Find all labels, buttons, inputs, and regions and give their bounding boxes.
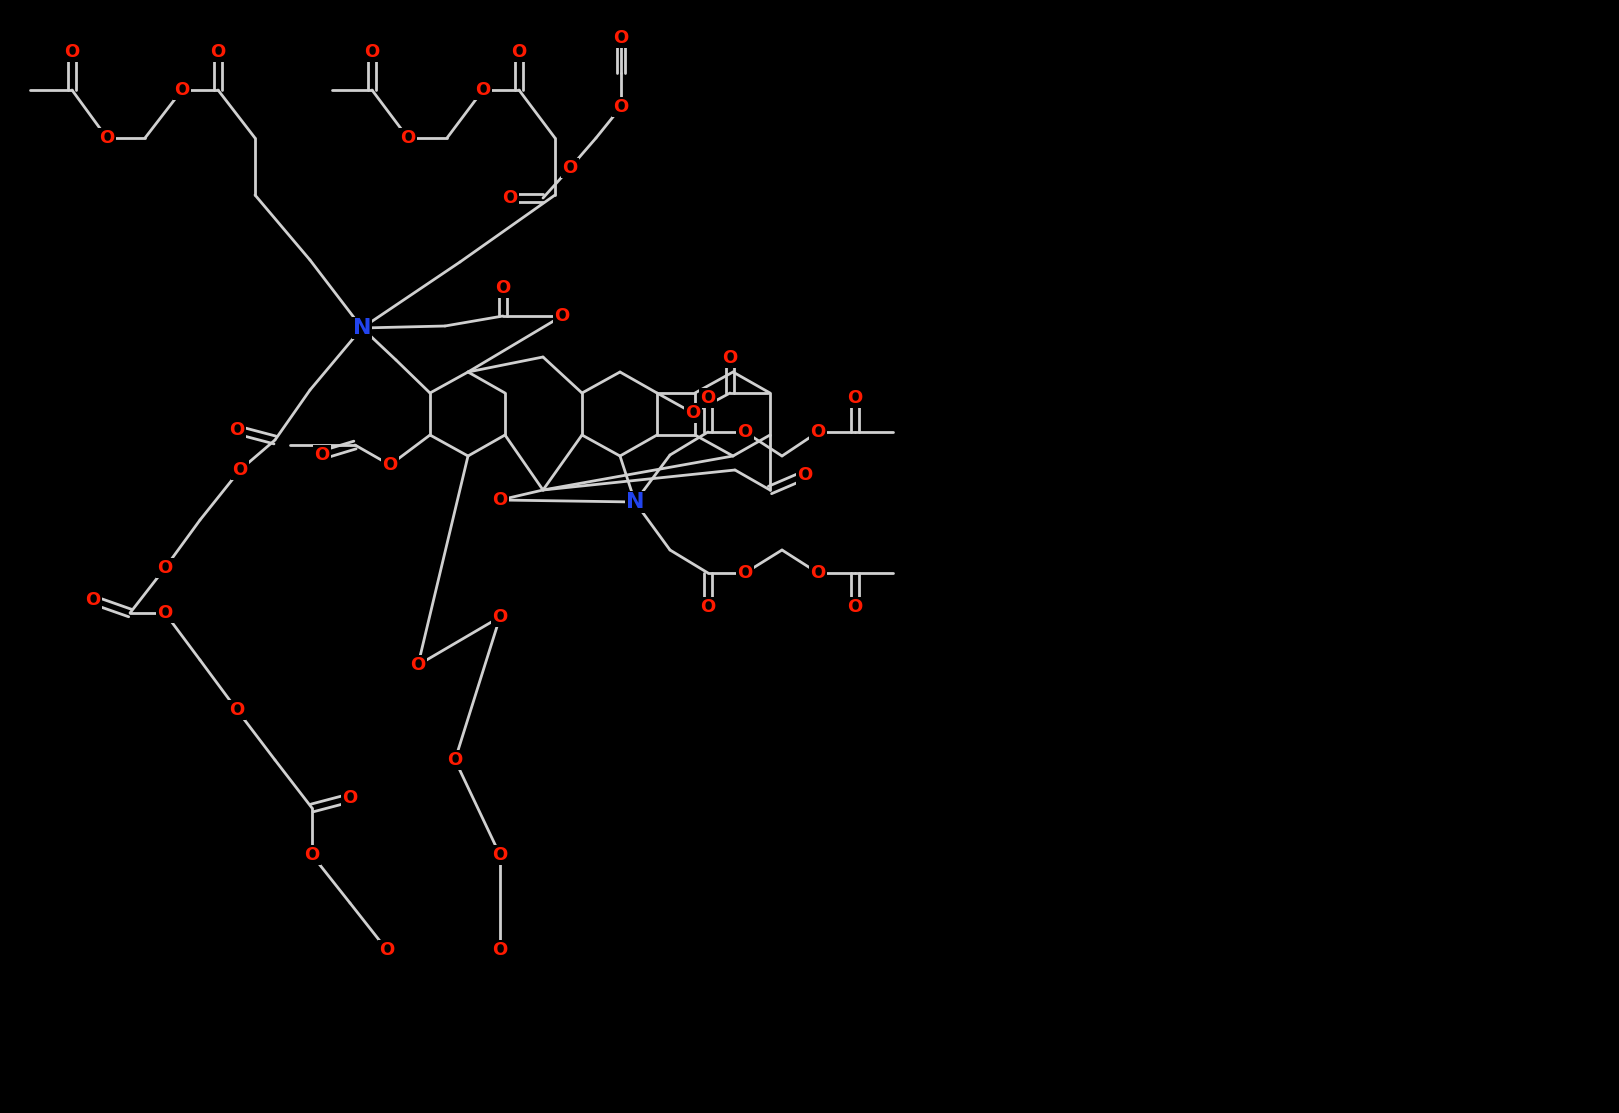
- Text: O: O: [157, 559, 173, 577]
- Text: O: O: [737, 423, 753, 441]
- Text: O: O: [492, 846, 508, 864]
- Text: O: O: [400, 129, 416, 147]
- Text: O: O: [99, 129, 115, 147]
- Text: O: O: [492, 940, 508, 959]
- Text: O: O: [722, 349, 738, 367]
- Text: O: O: [314, 446, 330, 464]
- Text: O: O: [342, 789, 358, 807]
- Text: O: O: [379, 940, 395, 959]
- Text: O: O: [495, 279, 510, 297]
- Text: O: O: [210, 43, 225, 61]
- Text: O: O: [798, 466, 813, 484]
- Text: O: O: [512, 43, 526, 61]
- Text: O: O: [230, 421, 244, 439]
- Text: O: O: [157, 604, 173, 622]
- Text: O: O: [701, 598, 716, 615]
- Text: O: O: [737, 564, 753, 582]
- Text: O: O: [476, 81, 491, 99]
- Text: O: O: [86, 591, 100, 609]
- Text: O: O: [447, 751, 463, 769]
- Text: O: O: [65, 43, 79, 61]
- Text: O: O: [811, 423, 826, 441]
- Text: O: O: [614, 98, 628, 116]
- Text: N: N: [353, 318, 371, 338]
- Text: O: O: [701, 390, 716, 407]
- Text: O: O: [614, 29, 628, 47]
- Text: N: N: [627, 492, 644, 512]
- Text: O: O: [502, 189, 518, 207]
- Text: O: O: [410, 656, 426, 674]
- Text: O: O: [492, 608, 508, 626]
- Text: O: O: [847, 598, 863, 615]
- Text: O: O: [233, 461, 248, 479]
- Text: O: O: [811, 564, 826, 582]
- Text: O: O: [304, 846, 319, 864]
- Text: O: O: [554, 307, 570, 325]
- Text: O: O: [175, 81, 189, 99]
- Text: O: O: [492, 491, 508, 509]
- Text: O: O: [562, 159, 578, 177]
- Text: O: O: [230, 701, 244, 719]
- Text: O: O: [847, 390, 863, 407]
- Text: O: O: [685, 404, 701, 422]
- Text: O: O: [364, 43, 379, 61]
- Text: O: O: [382, 456, 398, 474]
